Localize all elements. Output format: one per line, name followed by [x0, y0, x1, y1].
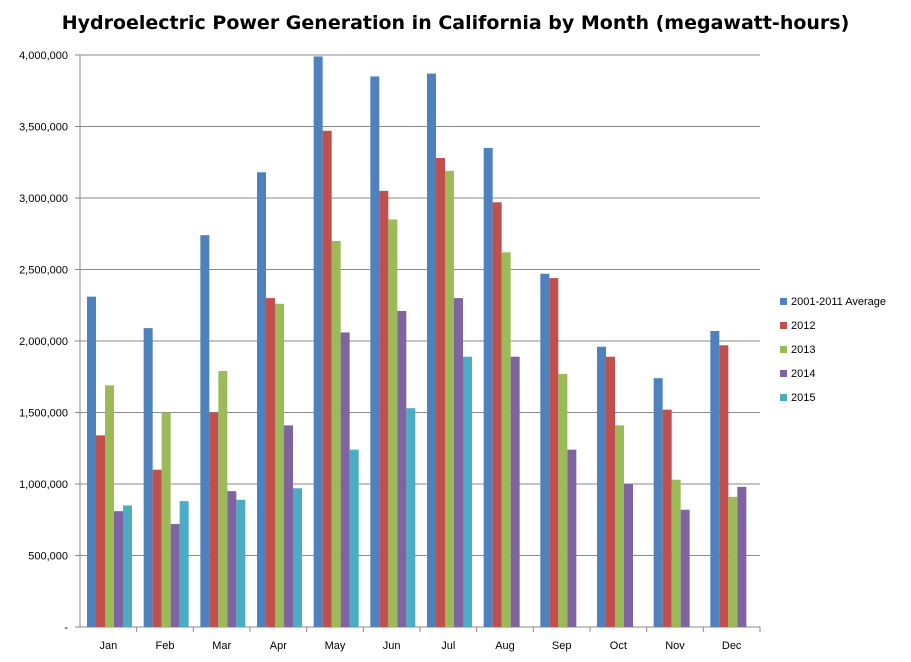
x-tick-label: Dec [722, 640, 742, 652]
x-tick-label: Apr [270, 640, 287, 652]
bar [322, 130, 332, 628]
bar [501, 252, 511, 627]
bar [218, 371, 228, 627]
bar [123, 505, 132, 627]
legend-label: 2015 [791, 392, 815, 404]
legend-swatch [780, 322, 787, 329]
bar [236, 499, 246, 627]
bar [406, 408, 416, 627]
x-tick-label: Aug [495, 640, 515, 652]
x-tick-label: May [325, 640, 346, 652]
x-tick-label: Jul [441, 640, 455, 652]
y-tick-label: 3,500,000 [19, 122, 68, 134]
legend-label: 2001-2011 Average [791, 296, 886, 308]
legend-label: 2013 [791, 344, 815, 356]
bar [510, 356, 520, 627]
bar [227, 491, 237, 627]
bar [152, 469, 162, 627]
bar [492, 202, 502, 628]
bar [728, 496, 738, 627]
bar [114, 511, 123, 627]
bar [96, 435, 105, 627]
legend-swatch [780, 370, 787, 377]
y-tick-label: 4,000,000 [19, 50, 68, 62]
bar [615, 425, 624, 627]
bar [680, 509, 690, 627]
legend-label: 2012 [791, 320, 815, 332]
bar [454, 298, 463, 627]
bar [209, 412, 219, 627]
bar [293, 488, 302, 627]
y-tick-label: 2,500,000 [19, 265, 68, 277]
y-tick-label: 2,000,000 [19, 336, 68, 348]
chart-title: Hydroelectric Power Generation in Califo… [61, 12, 850, 34]
bar [284, 425, 293, 627]
bar [671, 479, 681, 627]
x-tick-label: Jan [99, 640, 117, 652]
bar [313, 56, 323, 628]
bar [549, 278, 559, 627]
bar [558, 373, 568, 627]
legend-swatch [780, 346, 787, 353]
y-tick-label: - [64, 622, 68, 634]
bar [567, 449, 577, 627]
bar [653, 378, 663, 627]
bar [606, 356, 615, 627]
bar [170, 524, 180, 627]
bar [161, 412, 171, 627]
bar [257, 172, 266, 627]
bar [275, 303, 284, 627]
y-tick-label: 1,000,000 [19, 479, 68, 491]
x-tick-label: Oct [610, 640, 627, 652]
legend-swatch [780, 298, 787, 305]
bar [331, 240, 341, 627]
y-tick-label: 1,500,000 [19, 408, 68, 420]
bar [349, 449, 359, 627]
bar [483, 147, 493, 627]
bar [463, 356, 472, 627]
x-tick-label: Feb [156, 640, 175, 652]
bar [87, 296, 96, 627]
legend-swatch [780, 394, 787, 401]
bar [143, 328, 153, 627]
bar [397, 310, 407, 627]
bar [540, 273, 550, 627]
bar [436, 157, 445, 627]
bar [427, 73, 436, 628]
y-tick-label: 3,000,000 [19, 193, 68, 205]
bar [737, 486, 747, 627]
x-tick-label: Sep [552, 640, 572, 652]
bar [370, 76, 380, 627]
legend-label: 2014 [791, 368, 815, 380]
y-tick-label: 500,000 [28, 551, 68, 563]
bar [179, 501, 189, 627]
bar [624, 484, 633, 627]
x-tick-label: Mar [212, 640, 231, 652]
x-tick-label: Nov [665, 640, 685, 652]
bar [719, 345, 729, 627]
bar [266, 298, 275, 627]
bar [388, 219, 398, 627]
bar [445, 170, 454, 627]
bar [200, 235, 210, 627]
bar [379, 190, 389, 627]
bar [597, 346, 606, 627]
bar [340, 332, 350, 627]
bar [710, 330, 720, 627]
bar [105, 385, 114, 627]
x-tick-label: Jun [383, 640, 401, 652]
bar [662, 409, 672, 627]
